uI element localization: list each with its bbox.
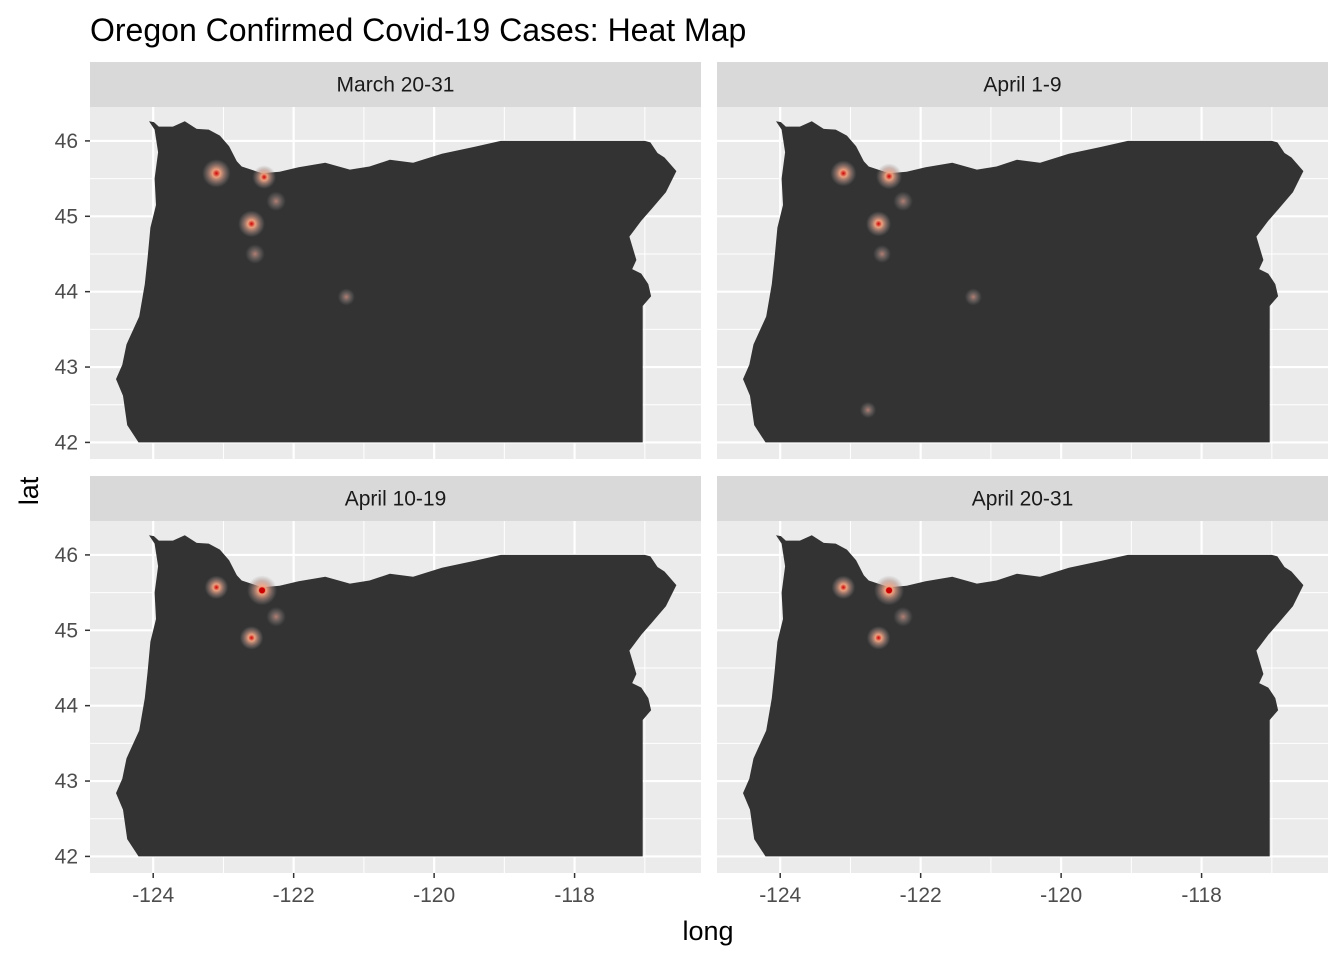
heat-spot: [266, 191, 286, 212]
heat-spot: [873, 244, 892, 263]
oregon-state-shape: [116, 535, 677, 857]
heat-spot: [337, 288, 355, 306]
x-tick-label: -120: [1040, 884, 1082, 907]
heat-spot-core: [259, 587, 266, 594]
facet-strip: [90, 62, 701, 107]
heat-spot: [204, 575, 229, 600]
heat-spot: [266, 606, 286, 627]
heat-spot: [866, 626, 891, 650]
heat-spot: [865, 211, 892, 237]
x-tick-label: -122: [273, 884, 315, 907]
heat-spot: [252, 165, 276, 189]
heat-spot: [830, 160, 857, 187]
facet-strip-label: April 1-9: [983, 74, 1061, 97]
facet-panels: March 20-31 42 43 44 45 46 April 1-9 April 10-1…: [55, 62, 1328, 907]
heat-spot: [859, 401, 877, 419]
heat-spot-core: [886, 587, 893, 594]
y-tick-label: 46: [55, 544, 78, 567]
heat-spot: [202, 159, 231, 188]
y-tick-label: 43: [55, 770, 78, 793]
facet-strip-label: March 20-31: [337, 74, 455, 97]
heat-spot: [964, 288, 982, 306]
heat-spot: [239, 626, 264, 650]
x-tick-label: -122: [900, 884, 942, 907]
x-tick-label: -118: [554, 884, 594, 907]
heat-spot: [245, 244, 265, 264]
oregon-state-shape: [743, 121, 1304, 443]
y-tick-label: 45: [55, 205, 78, 228]
heat-spot: [876, 163, 903, 190]
facet-strip: [90, 476, 701, 521]
facet-strip: [717, 476, 1328, 521]
y-tick-label: 46: [55, 130, 78, 153]
heat-spot: [238, 210, 265, 238]
heat-spot: [831, 575, 856, 600]
x-tick-label: -124: [132, 884, 174, 907]
y-tick-label: 42: [55, 845, 78, 868]
oregon-state-shape: [116, 121, 677, 443]
y-tick-label: 42: [55, 431, 78, 454]
facet-strip: [717, 62, 1328, 107]
heat-spot: [893, 191, 913, 212]
x-tick-label: -120: [413, 884, 455, 907]
y-tick-label: 44: [55, 281, 79, 304]
facet-panel: April 20-31 -124 -122 -120 -118: [717, 476, 1328, 907]
facet-panel: March 20-31 42 43 44 45 46: [55, 62, 701, 459]
chart-title: Oregon Confirmed Covid-19 Cases: Heat Ma…: [90, 12, 746, 48]
facet-strip-label: April 20-31: [972, 488, 1074, 511]
facet-panel: April 10-19 42 43 44 45 46 -124 -122 -120 -118: [55, 476, 701, 907]
x-tick-label: -124: [759, 884, 801, 907]
oregon-state-shape: [743, 535, 1304, 857]
heat-spot: [893, 606, 913, 627]
y-tick-label: 44: [55, 695, 79, 718]
facet-strip-label: April 10-19: [345, 488, 447, 511]
y-tick-label: 43: [55, 356, 78, 379]
y-tick-label: 45: [55, 619, 78, 642]
x-axis-title: long: [682, 916, 733, 946]
facet-panel: April 1-9: [717, 62, 1328, 459]
x-tick-label: -118: [1181, 884, 1221, 907]
y-axis-title: lat: [14, 476, 44, 505]
